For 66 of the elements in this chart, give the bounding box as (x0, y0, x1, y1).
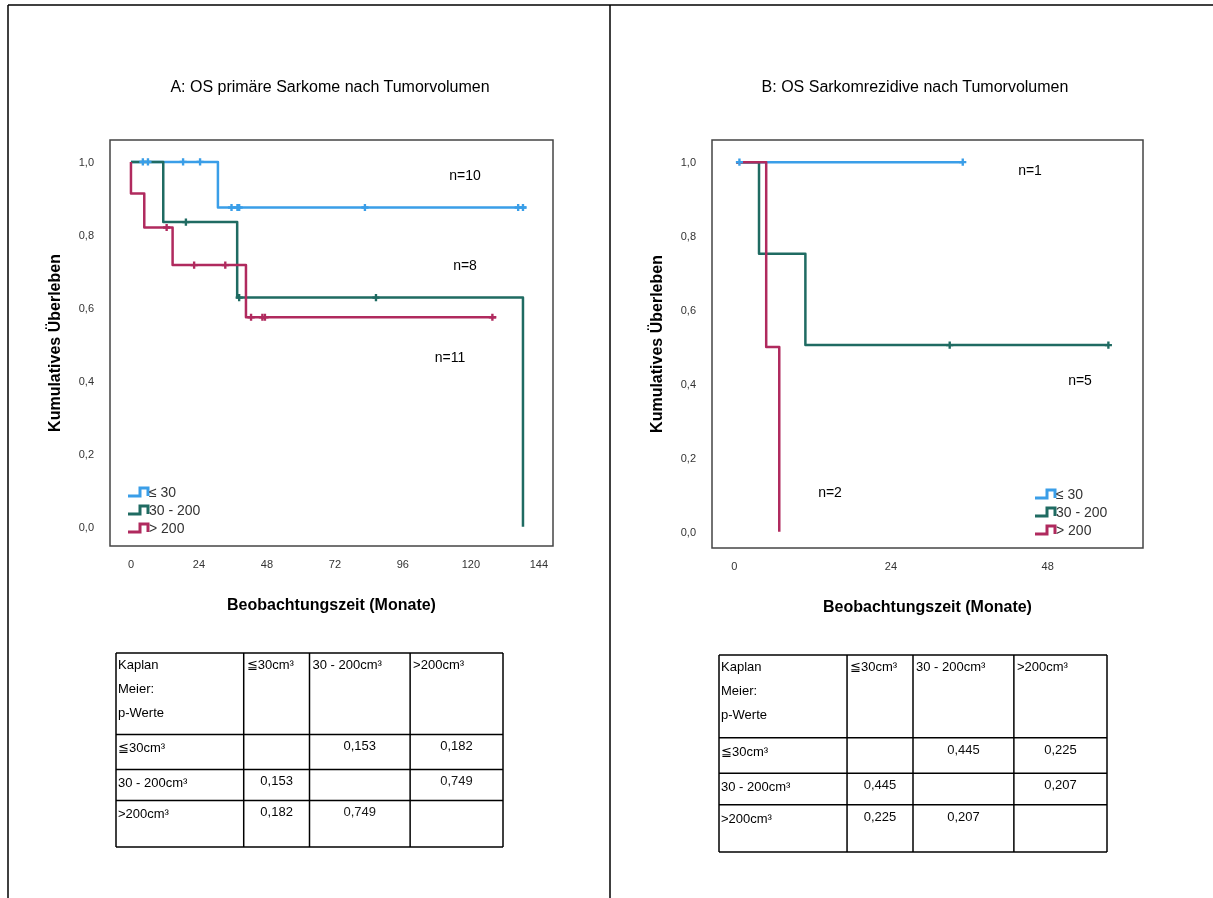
y-tick-label: >200cm³ (118, 806, 170, 822)
chart-title: A: OS primäre Sarkome nach Tumorvolumen (170, 78, 490, 95)
x-tick-label: ≦30cm³ (246, 657, 295, 672)
x-tick-label: ≦30cm³ (850, 659, 898, 674)
data-label: 0,749 (343, 804, 377, 820)
legend-label: 30 - 200 (149, 502, 201, 518)
x-axis-title: Beobachtungszeit (Monate) (227, 596, 436, 613)
chart-title: Kaplan Meier: p-Werte (721, 659, 767, 722)
data-label: 0,182 (260, 804, 293, 820)
x-tick-label: 72 (328, 558, 342, 570)
x-tick-label: 30 - 200cm³ (916, 659, 987, 674)
x-tick-label: 48 (260, 558, 274, 570)
x-tick-label: 120 (461, 558, 481, 570)
data-label: 0,182 (440, 738, 473, 754)
data-label: 0,445 (863, 777, 897, 793)
x-tick-label: 144 (529, 558, 549, 570)
y-axis-title: Kumulatives Überleben (647, 255, 665, 433)
y-tick-label: 0,8 (78, 228, 94, 241)
x-tick-label: >200cm³ (413, 657, 465, 672)
x-tick-label: >200cm³ (1016, 659, 1069, 674)
data-label: 0,225 (863, 808, 897, 824)
x-tick-label: 24 (884, 560, 898, 572)
y-tick-label: 30 - 200cm³ (118, 775, 189, 791)
y-tick-label: 0,0 (78, 520, 94, 533)
x-tick-label: 30 - 200cm³ (312, 657, 383, 672)
y-tick-label: 0,4 (78, 374, 94, 387)
x-tick-label: 96 (396, 558, 409, 570)
annotation: n=5 (1068, 372, 1093, 388)
annotation: n=11 (434, 349, 466, 365)
annotation: n=2 (818, 484, 843, 500)
data-label: 0,153 (260, 773, 293, 789)
y-tick-label: ≦30cm³ (721, 743, 769, 759)
legend-label: ≤ 30 (149, 484, 177, 500)
annotation: n=8 (453, 257, 478, 273)
chart-title: B: OS Sarkomrezidive nach Tumorvolumen (761, 78, 1069, 95)
y-tick-label: >200cm³ (721, 810, 773, 826)
x-tick-label: 0 (127, 558, 135, 570)
y-axis-title: Kumulatives Überleben (45, 254, 63, 432)
y-tick-label: ≦30cm³ (118, 740, 166, 756)
y-tick-label: 0,2 (680, 451, 696, 464)
legend-label: 30 - 200 (1056, 504, 1108, 520)
legend-label: ≤ 30 (1056, 486, 1084, 502)
data-label: 0,153 (343, 738, 377, 754)
y-tick-label: 0,2 (78, 447, 94, 460)
legend-label: > 200 (1056, 522, 1092, 538)
y-tick-label: 0,4 (680, 377, 696, 390)
chart-title: Kaplan Meier: p-Werte (118, 657, 164, 720)
legend-label: > 200 (149, 520, 185, 536)
x-axis-title: Beobachtungszeit (Monate) (823, 598, 1032, 615)
data-label: 0,207 (1044, 777, 1077, 793)
y-tick-label: 30 - 200cm³ (721, 779, 792, 795)
y-tick-label: 1,0 (78, 155, 94, 168)
data-label: 0,445 (947, 741, 980, 757)
data-label: 0,749 (440, 773, 473, 789)
y-tick-label: 0,6 (78, 301, 94, 314)
data-label: 0,225 (1044, 741, 1077, 757)
y-tick-label: 0,8 (680, 230, 696, 243)
annotation: n=10 (449, 167, 481, 183)
x-tick-label: 0 (731, 560, 738, 572)
y-tick-label: 0,0 (680, 525, 696, 538)
x-tick-label: 24 (192, 558, 206, 570)
y-tick-label: 0,6 (680, 304, 696, 316)
data-label: 0,207 (947, 808, 980, 824)
annotation: n=1 (1018, 162, 1043, 178)
y-tick-label: 1,0 (680, 156, 696, 169)
x-tick-label: 48 (1041, 560, 1054, 572)
